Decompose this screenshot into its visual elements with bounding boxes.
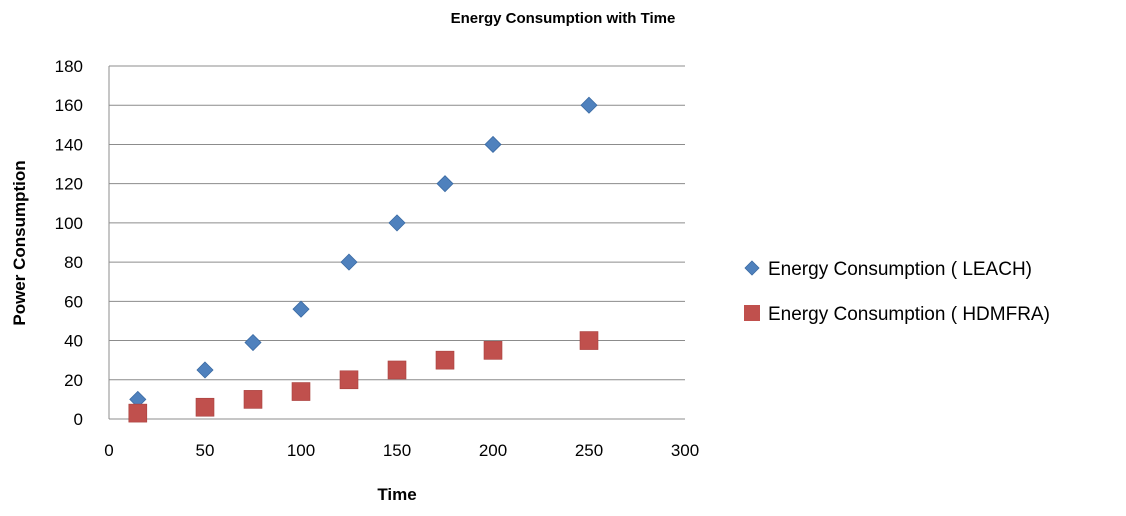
x-axis-title: Time [377, 485, 416, 504]
chart-title: Energy Consumption with Time [451, 10, 676, 27]
hdmfra-point [243, 390, 263, 409]
axes [108, 66, 685, 420]
y-tick-label: 160 [55, 96, 83, 115]
leach-point [580, 96, 598, 114]
y-tick-label: 140 [55, 135, 83, 154]
x-tick-label: 300 [671, 441, 699, 460]
y-tick-label: 100 [55, 214, 83, 233]
y-tick-label: 180 [55, 57, 83, 76]
x-tick-label: 100 [287, 441, 315, 460]
y-tick-label: 20 [64, 371, 83, 390]
hdmfra-point [435, 350, 455, 370]
tick-labels: 0 20 40 60 80 100 120 140 160 180 0 50 100 150 200 250 3… [55, 57, 700, 460]
x-tick-label: 200 [479, 441, 507, 460]
leach-point [292, 300, 310, 318]
y-tick-label: 0 [74, 410, 83, 429]
leach-point [436, 175, 454, 193]
y-tick-label: 40 [64, 332, 83, 351]
legend-marker-leach [744, 260, 760, 276]
hdmfra-point [128, 403, 148, 423]
hdmfra-point [339, 370, 359, 390]
leach-point [484, 135, 502, 154]
y-tick-label: 120 [55, 175, 83, 194]
x-tick-label: 50 [196, 441, 215, 460]
hdmfra-point [579, 331, 599, 350]
leach-point [244, 333, 262, 352]
legend-label: Energy Consumption ( HDMFRA) [768, 304, 1050, 325]
y-axis-title: Power Consumption [10, 160, 29, 325]
leach-point [388, 214, 406, 232]
leach-point [340, 253, 358, 271]
y-tick-label: 80 [64, 253, 83, 272]
hdmfra-point [291, 382, 311, 401]
legend: Energy Consumption ( LEACH) Energy Consum… [744, 259, 1050, 325]
x-tick-label: 150 [383, 441, 411, 460]
legend-marker-hdmfra [744, 305, 760, 321]
y-tick-label: 60 [64, 292, 83, 311]
data-marks [128, 96, 599, 423]
x-tick-label: 250 [575, 441, 603, 460]
legend-label: Energy Consumption ( LEACH) [768, 259, 1032, 280]
leach-point [196, 361, 214, 379]
hdmfra-point [195, 397, 215, 417]
x-tick-label: 0 [104, 441, 113, 460]
hdmfra-point [483, 341, 503, 360]
hdmfra-point [387, 360, 407, 380]
